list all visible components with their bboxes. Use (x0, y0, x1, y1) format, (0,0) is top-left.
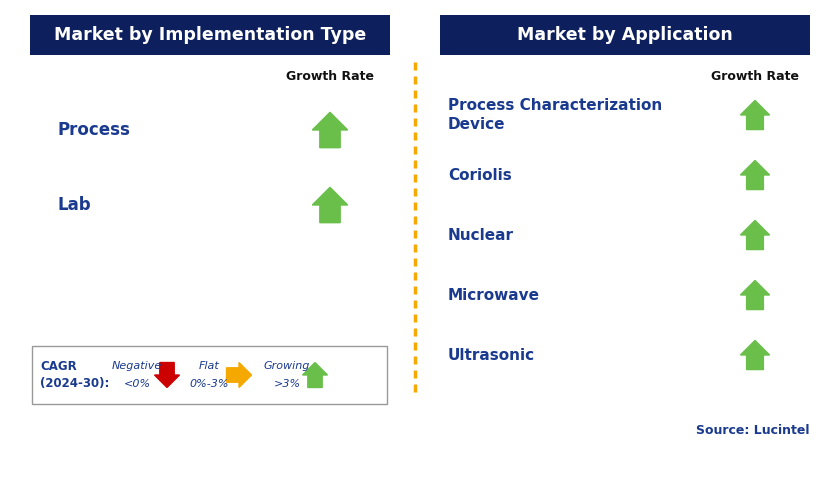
Text: Coriolis: Coriolis (447, 167, 511, 183)
Polygon shape (739, 160, 768, 189)
Text: Process Characterization
Device: Process Characterization Device (447, 98, 662, 132)
Text: Nuclear: Nuclear (447, 227, 513, 243)
Polygon shape (154, 363, 180, 388)
Text: Growth Rate: Growth Rate (286, 70, 373, 84)
FancyBboxPatch shape (440, 15, 809, 55)
Polygon shape (739, 220, 768, 249)
Polygon shape (739, 340, 768, 369)
Polygon shape (739, 280, 768, 309)
Text: Lab: Lab (58, 196, 92, 214)
Text: Process: Process (58, 121, 131, 139)
FancyBboxPatch shape (32, 346, 387, 404)
Polygon shape (739, 100, 768, 129)
Text: Market by Implementation Type: Market by Implementation Type (54, 26, 366, 44)
Polygon shape (226, 363, 251, 388)
Polygon shape (312, 112, 347, 148)
Text: >3%: >3% (273, 379, 301, 389)
Text: Flat: Flat (199, 361, 219, 371)
Text: Growth Rate: Growth Rate (710, 70, 798, 84)
Text: Source: Lucintel: Source: Lucintel (696, 424, 809, 436)
Text: Ultrasonic: Ultrasonic (447, 347, 535, 363)
Polygon shape (312, 187, 347, 223)
Text: Market by Application: Market by Application (517, 26, 732, 44)
Text: 0%-3%: 0%-3% (189, 379, 229, 389)
Text: <0%: <0% (123, 379, 151, 389)
FancyBboxPatch shape (30, 15, 389, 55)
Text: CAGR
(2024-30):: CAGR (2024-30): (40, 360, 109, 390)
Polygon shape (302, 363, 327, 388)
Text: Negative: Negative (112, 361, 162, 371)
Text: Growing: Growing (263, 361, 310, 371)
Text: Microwave: Microwave (447, 287, 539, 303)
